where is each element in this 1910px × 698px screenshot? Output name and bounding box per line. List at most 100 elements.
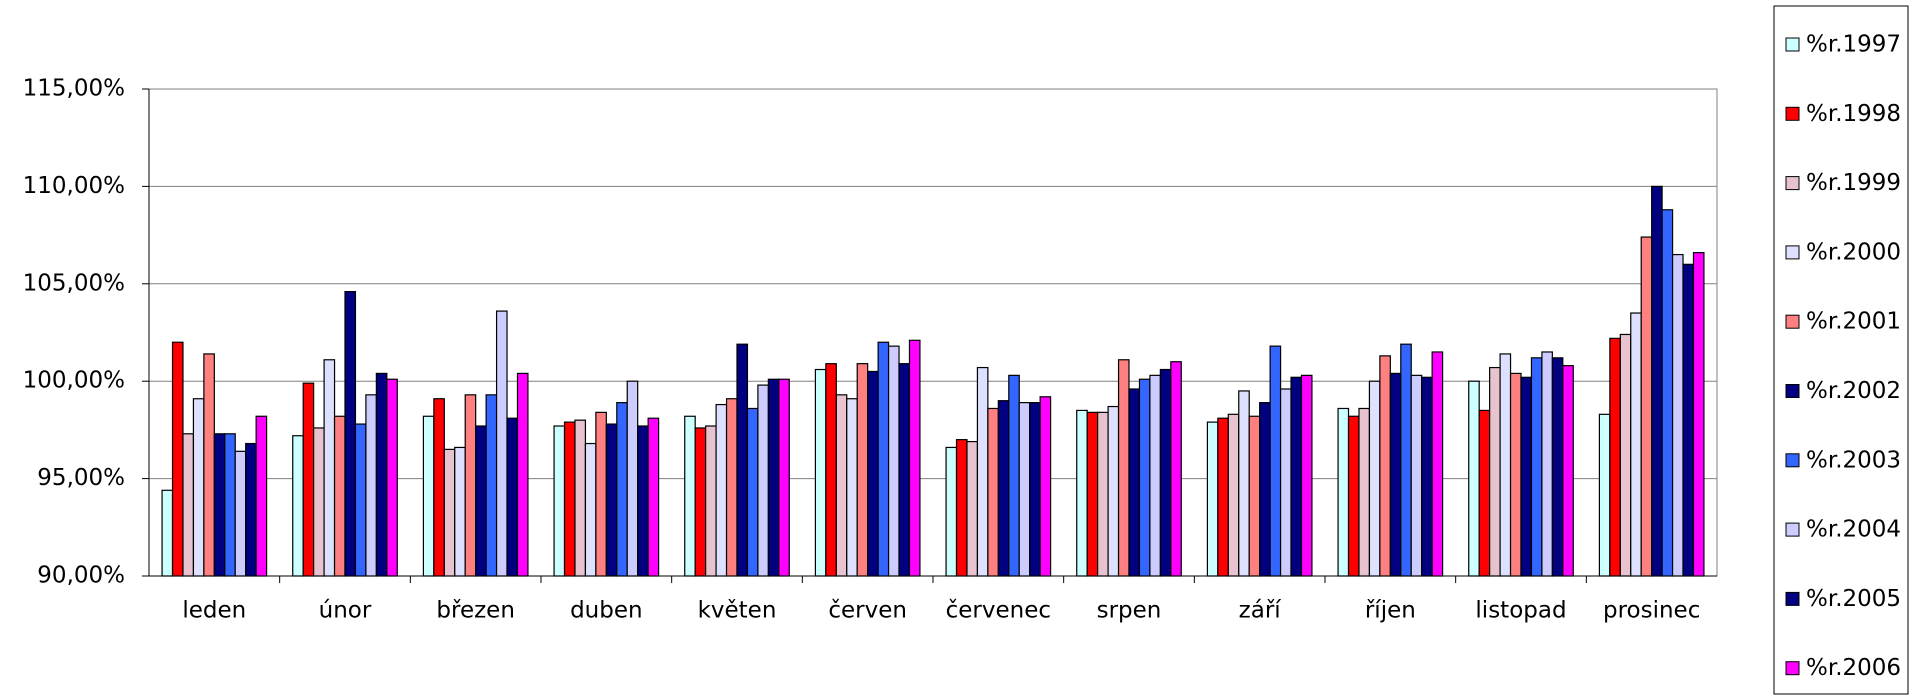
- bar: [553, 425, 566, 577]
- bar: [1520, 376, 1533, 577]
- bar: [1640, 236, 1653, 577]
- legend-label: %r.2001: [1806, 309, 1901, 335]
- bar: [365, 394, 377, 577]
- bar: [1651, 185, 1663, 577]
- bar: [1217, 417, 1229, 577]
- x-tick-label: únor: [319, 598, 372, 624]
- legend-label: %r.2005: [1806, 586, 1901, 612]
- bar: [616, 402, 628, 577]
- bar: [1259, 402, 1271, 577]
- bar: [867, 370, 879, 577]
- bar: [495, 310, 508, 577]
- bar: [255, 415, 268, 577]
- bar: [1269, 345, 1282, 577]
- bar: [605, 423, 618, 577]
- bar: [997, 400, 1010, 577]
- bar: [443, 448, 456, 577]
- bar: [684, 415, 696, 577]
- bar: [637, 425, 649, 577]
- bar: [1039, 396, 1052, 577]
- bar: [584, 442, 597, 577]
- legend-label: %r.1997: [1806, 32, 1901, 58]
- y-tick-label: 110,00%: [23, 173, 125, 199]
- plot-area: [148, 88, 1718, 577]
- bar: [1008, 374, 1020, 577]
- bar: [161, 489, 174, 577]
- bar: [647, 417, 660, 577]
- bar: [433, 398, 445, 577]
- bar: [1551, 357, 1564, 577]
- bar: [171, 341, 184, 577]
- x-tick-label: březen: [436, 598, 515, 624]
- bar: [955, 439, 968, 577]
- bar: [563, 421, 576, 577]
- bar: [1541, 351, 1553, 577]
- bar: [1086, 411, 1099, 577]
- bar: [1692, 252, 1705, 577]
- bar: [856, 363, 869, 577]
- bar: [454, 446, 466, 577]
- x-tick-label: listopad: [1475, 598, 1566, 624]
- bar: [757, 384, 769, 577]
- bar: [245, 442, 257, 577]
- bar: [825, 363, 837, 577]
- bar: [485, 394, 498, 577]
- bar: [1138, 378, 1151, 577]
- bar: [898, 363, 911, 577]
- bar: [1159, 368, 1172, 577]
- bar: [1279, 388, 1292, 577]
- bar: [887, 345, 900, 577]
- legend-swatch: [1785, 106, 1800, 121]
- legend-label: %r.2006: [1806, 655, 1901, 681]
- x-tick-label: leden: [182, 598, 246, 624]
- bar: [1389, 372, 1402, 577]
- bar: [908, 339, 921, 577]
- bar: [213, 433, 226, 577]
- bar: [1671, 253, 1684, 577]
- bar: [1682, 263, 1695, 577]
- bar: [203, 353, 215, 577]
- bar: [1661, 209, 1674, 577]
- bar: [1468, 380, 1480, 577]
- bar: [1206, 421, 1219, 577]
- bar: [1499, 353, 1512, 577]
- bar: [1149, 374, 1161, 577]
- bar: [736, 343, 749, 577]
- bar: [1248, 415, 1261, 577]
- bar: [464, 394, 477, 577]
- bar: [344, 290, 357, 577]
- bar: [1410, 374, 1423, 577]
- bar: [835, 394, 848, 577]
- bar: [1530, 357, 1543, 577]
- bar: [192, 398, 205, 577]
- bar: [1076, 409, 1088, 577]
- x-tick-label: červenec: [946, 598, 1051, 624]
- bar: [945, 446, 958, 577]
- bar: [705, 425, 717, 577]
- bar: [1431, 351, 1444, 577]
- bar: [1489, 366, 1501, 577]
- bar: [1598, 413, 1611, 577]
- x-tick-label: prosinec: [1603, 598, 1700, 624]
- bar: [694, 427, 707, 577]
- bar: [1128, 388, 1141, 577]
- bar: [595, 411, 607, 577]
- bar: [313, 427, 325, 577]
- legend-label: %r.2000: [1806, 239, 1901, 265]
- bar: [354, 423, 367, 577]
- bar: [1117, 359, 1130, 577]
- legend-swatch: [1785, 522, 1800, 537]
- bar: [574, 419, 587, 577]
- bar: [846, 398, 858, 577]
- legend-swatch: [1785, 314, 1800, 329]
- legend-label: %r.1998: [1806, 101, 1901, 127]
- legend-label: %r.2002: [1806, 378, 1901, 404]
- bar: [1379, 355, 1391, 577]
- bar: [1347, 415, 1360, 577]
- bar: [1337, 407, 1350, 577]
- legend-swatch: [1785, 661, 1800, 676]
- bar: [1630, 312, 1642, 577]
- bar: [234, 450, 247, 577]
- bar: [1300, 374, 1313, 577]
